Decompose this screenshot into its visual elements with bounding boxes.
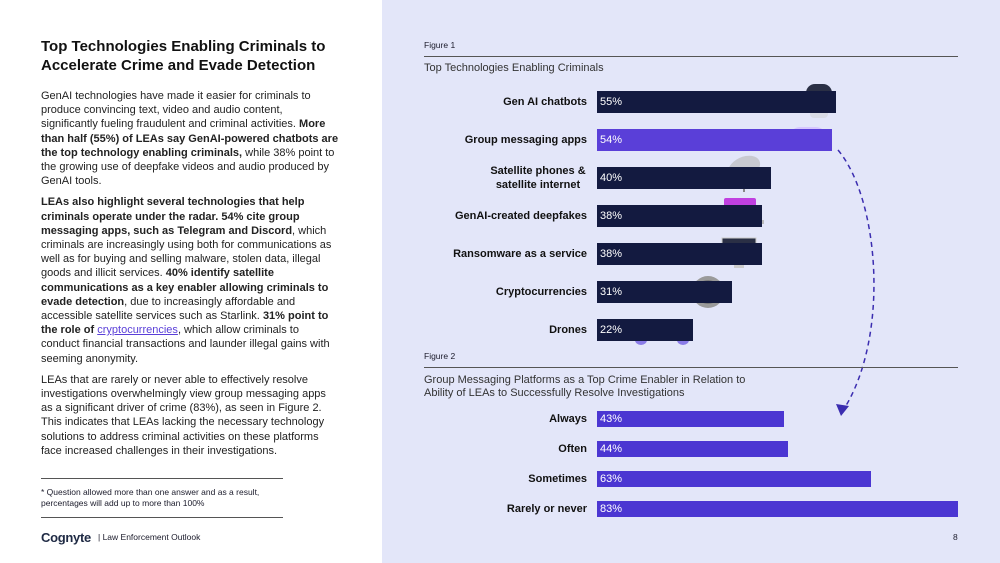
rule [424, 56, 958, 57]
category-label: Gen AI chatbots [503, 96, 587, 108]
value-label: 55% [600, 96, 623, 108]
category-label: Satellite phones & satellite internet [473, 164, 603, 192]
category-label: Rarely or never [506, 503, 587, 515]
value-label: 38% [600, 210, 623, 222]
text-run: More than half (55%) of LEAs say GenAI-p… [41, 118, 339, 159]
bar [597, 441, 789, 457]
bar [597, 501, 958, 517]
text-run: 31% point to the role of [41, 310, 329, 337]
bar [597, 129, 832, 151]
text-run: , which allow criminals to conduct finan… [41, 324, 330, 365]
paragraph: LEAs that are rarely or never able to ef… [41, 373, 339, 458]
footnote: * Question allowed more than one answer … [41, 487, 260, 508]
category-label: Group messaging apps [464, 134, 587, 146]
text-run: LEAs that are rarely or never able to ef… [41, 373, 326, 457]
category-label: Often [558, 443, 587, 455]
brand: Cognyte [41, 530, 91, 545]
value-label: 22% [600, 324, 623, 336]
paragraph: LEAs also highlight several technologies… [41, 195, 339, 365]
paragraph: GenAI technologies have made it easier f… [41, 89, 339, 188]
bar [597, 281, 732, 303]
bar [597, 319, 693, 341]
text-run: 40% identify satellite communications as… [41, 267, 329, 308]
category-line: Satellite phones & [490, 165, 586, 177]
figure-label: Figure 1 [424, 40, 456, 50]
text-run: LEAs also highlight several technologies… [41, 196, 305, 237]
value-label: 43% [600, 413, 623, 425]
value-label: 83% [600, 503, 623, 515]
category-label: Sometimes [528, 473, 587, 485]
bar [597, 411, 785, 427]
link: cryptocurrencies [97, 324, 178, 337]
page-number: 8 [953, 532, 958, 542]
footer-section: | Law Enforcement Outlook [98, 532, 201, 542]
chart-title: Top Technologies Enabling Criminals [424, 62, 604, 74]
chart-title: Group Messaging Platforms as a Top Crime… [424, 374, 746, 399]
value-label: 38% [600, 248, 623, 260]
category-label: Always [549, 413, 587, 425]
value-label: 31% [600, 286, 623, 298]
category-label: Cryptocurrencies [495, 286, 587, 298]
bar [597, 167, 771, 189]
rule [424, 367, 958, 368]
bar [597, 91, 837, 113]
value-label: 54% [600, 134, 623, 146]
value-label: 63% [600, 473, 623, 485]
bar [597, 205, 763, 227]
text-run: while 38% point to the growing use of de… [41, 146, 335, 188]
figure-label: Figure 2 [424, 351, 456, 361]
text-run: GenAI technologies have made it easier f… [41, 90, 311, 131]
body-text: GenAI technologies have made it easier f… [41, 89, 339, 465]
category-label: Drones [549, 324, 587, 336]
text-run: , which criminals are increasingly using… [41, 224, 332, 280]
text-run: , due to increasingly affordable and acc… [41, 295, 296, 323]
heading: Top Technologies Enabling Criminals to A… [41, 38, 326, 74]
category-line: satellite internet [495, 179, 581, 191]
value-label: 44% [600, 443, 623, 455]
rule [41, 517, 283, 518]
bar [597, 243, 763, 265]
value-label: 40% [600, 172, 623, 184]
category-label: GenAI-created deepfakes [454, 210, 587, 222]
rule [41, 478, 283, 479]
bar [597, 471, 871, 487]
category-label: Ransomware as a service [453, 248, 587, 260]
